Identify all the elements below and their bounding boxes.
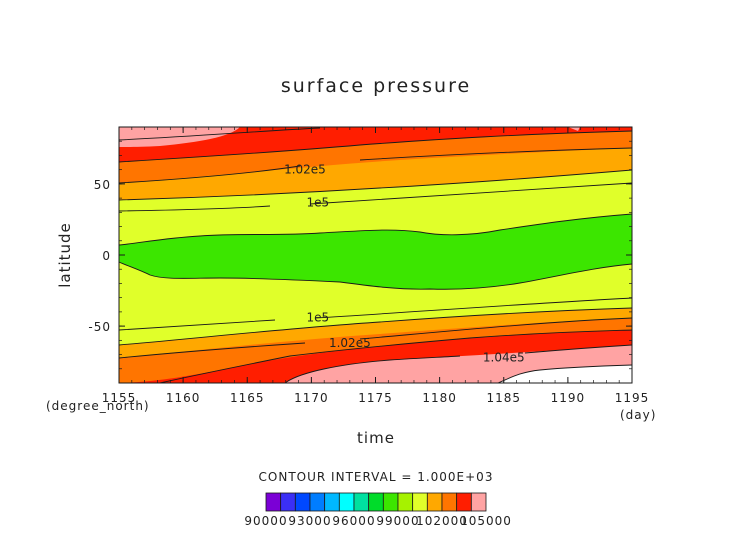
contour-line: [119, 297, 632, 331]
y-axis: 50 0 -50: [88, 126, 632, 384]
y-tick-label: 0: [102, 249, 111, 263]
colorbar-swatch: [441, 492, 458, 512]
contour-line: [119, 127, 321, 141]
contour-line: [119, 169, 632, 201]
x-tick-label: 1160: [166, 391, 201, 405]
contour-line: [119, 213, 632, 246]
contour-line: [119, 307, 632, 346]
x-axis-title: time: [357, 429, 395, 447]
contour-line: [119, 261, 632, 290]
colorbar-swatch: [426, 492, 443, 512]
y-axis-title: latitude: [56, 222, 74, 288]
x-tick-label: 1185: [486, 391, 521, 405]
region-north-pink-right: [568, 127, 580, 131]
y-tick-label: 50: [94, 178, 111, 192]
colorbar-tick-label: 99000: [376, 514, 419, 528]
contour-interval-label: CONTOUR INTERVAL = 1.000E+03: [259, 470, 494, 484]
contour-line: [119, 317, 632, 359]
colorbar-swatch: [382, 492, 399, 512]
y-unit-label: (degree_north): [46, 399, 150, 413]
colorbar-tick-label: 105000: [460, 514, 512, 528]
colorbar: [265, 492, 487, 512]
colorbar-swatch: [324, 492, 340, 512]
colorbar-swatch: [280, 492, 296, 512]
contour-label: 1.02e5: [329, 336, 371, 350]
colorbar-swatch: [294, 492, 311, 512]
contour-line: [119, 147, 632, 184]
x-tick-label: 1190: [551, 391, 586, 405]
plot-area: [119, 127, 632, 383]
colorbar-swatch: [265, 492, 282, 512]
contour-lines: [119, 127, 632, 383]
colorbar-tick-label: 90000: [244, 514, 287, 528]
colorbar-swatch: [397, 492, 414, 512]
colorbar-tick-label: 93000: [288, 514, 331, 528]
region-south-white: [498, 365, 632, 383]
colorbar-swatch: [368, 492, 384, 512]
contour-label: 1e5: [306, 311, 329, 325]
x-axis: 1155 1160 1165 1170 1175 1180 1185 1190 1195: [102, 127, 650, 405]
x-tick-label: 1175: [358, 391, 393, 405]
contour-line: [497, 364, 632, 383]
region-equatorial-green: [119, 214, 632, 290]
colorbar-swatch: [353, 492, 370, 512]
x-tick-label: 1170: [294, 391, 329, 405]
contour-line: [284, 344, 632, 383]
colorbar-swatch: [309, 492, 326, 512]
colorbar-swatch: [338, 492, 355, 512]
x-unit-label: (day): [620, 408, 656, 422]
colorbar-swatch: [470, 492, 487, 512]
colorbar-tick-label: 96000: [332, 514, 375, 528]
x-tick-label: 1180: [422, 391, 457, 405]
colorbar-swatch: [412, 492, 428, 512]
colorbar-swatch: [456, 492, 472, 512]
contour-label: 1e5: [306, 195, 329, 209]
y-tick-label: -50: [88, 320, 111, 334]
contour-label: 1.04e5: [483, 350, 525, 364]
x-tick-label: 1155: [102, 391, 137, 405]
contour-label: 1.02e5: [284, 163, 326, 177]
x-tick-label: 1195: [615, 391, 650, 405]
contour-line: [159, 329, 632, 383]
chart-title: surface pressure: [281, 75, 471, 97]
colorbar-tick-label: 102000: [416, 514, 468, 528]
contour-line: [119, 130, 632, 163]
x-tick-label: 1165: [230, 391, 265, 405]
